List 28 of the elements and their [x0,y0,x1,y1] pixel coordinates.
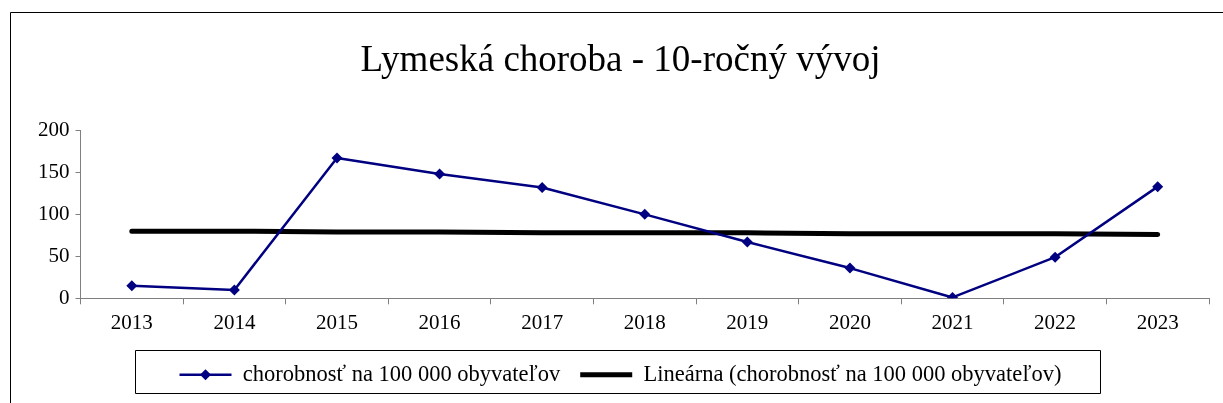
point [331,152,343,164]
point [1152,181,1164,193]
x-tick-label: 2019 [726,310,769,335]
point [1049,251,1061,263]
y-tick-label: 50 [48,242,70,267]
y-tick-label: 0 [59,284,70,309]
x-tick-label: 2013 [110,310,153,335]
y-tick-label: 150 [38,158,70,183]
legend-label: chorobnosť na 100 000 obyvateľov [242,360,561,386]
point [639,208,651,220]
point [536,181,548,193]
x-tick-label: 2016 [418,310,461,335]
y-tick-label: 100 [38,200,70,225]
x-tick-label: 2021 [931,310,974,335]
x-tick-label: 2023 [1136,310,1179,335]
point [844,262,856,274]
point [434,168,446,180]
point [126,280,138,292]
x-tick-label: 2020 [828,310,871,335]
x-tick-label: 2017 [521,310,564,335]
x-tick-label: 2015 [315,310,358,335]
x-tick-label: 2014 [213,310,256,335]
legend-label: Lineárna (chorobnosť na 100 000 obyvateľov) [643,360,1062,386]
y-tick-label: 200 [38,116,70,141]
x-tick-label: 2018 [623,310,666,335]
x-tick-label: 2022 [1034,310,1077,335]
point [741,236,753,248]
chart-title: Lymeská choroba - 10-ročný vývoj [360,37,881,79]
